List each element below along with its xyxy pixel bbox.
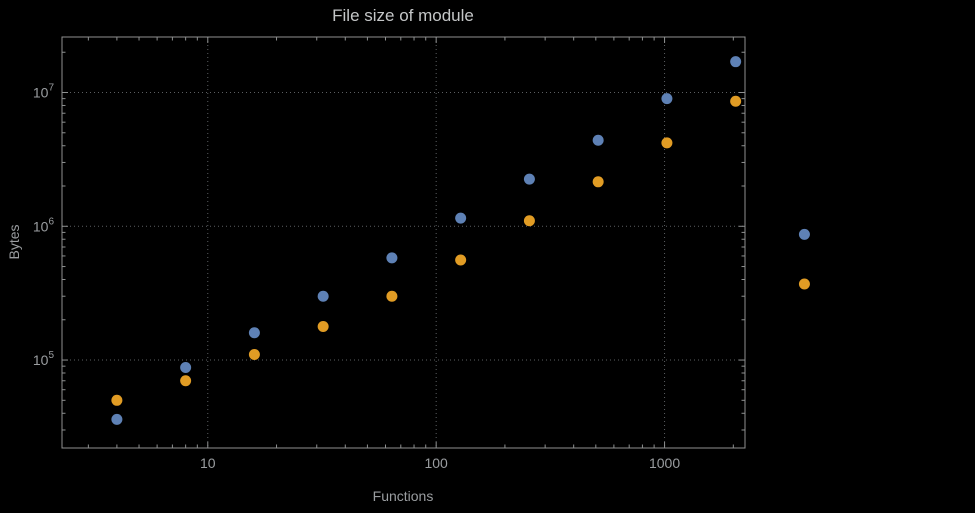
- data-point-blue-series: [248, 327, 260, 339]
- data-point-blue-series: [798, 228, 810, 240]
- x-tick-label: 100: [424, 455, 448, 471]
- y-tick-label: 106: [33, 216, 55, 234]
- data-point-blue-series: [386, 252, 398, 264]
- x-tick-label: 1000: [649, 455, 680, 471]
- data-point-orange-series: [661, 137, 673, 149]
- data-point-orange-series: [592, 176, 604, 188]
- data-point-orange-series: [798, 278, 810, 290]
- data-point-blue-series: [661, 93, 673, 105]
- data-point-blue-series: [111, 413, 123, 425]
- y-tick-label: 107: [33, 83, 55, 101]
- plot-title: File size of module: [332, 6, 474, 25]
- data-point-blue-series: [317, 290, 329, 302]
- data-point-blue-series: [455, 212, 467, 224]
- data-point-blue-series: [592, 134, 604, 146]
- x-axis-label: Functions: [372, 488, 434, 504]
- data-point-orange-series: [111, 394, 123, 406]
- data-point-blue-series: [523, 173, 535, 185]
- data-point-orange-series: [730, 95, 742, 107]
- data-point-orange-series: [180, 375, 192, 387]
- data-point-blue-series: [180, 361, 192, 373]
- y-tick-label: 105: [33, 350, 55, 368]
- data-point-orange-series: [317, 321, 329, 333]
- data-point-orange-series: [248, 349, 260, 361]
- y-axis-label: Bytes: [6, 224, 22, 260]
- data-point-orange-series: [455, 254, 467, 266]
- data-point-orange-series: [386, 290, 398, 302]
- plot-frame: [61, 36, 746, 449]
- data-point-blue-series: [730, 56, 742, 68]
- x-tick-label: 10: [200, 455, 216, 471]
- data-point-orange-series: [523, 215, 535, 227]
